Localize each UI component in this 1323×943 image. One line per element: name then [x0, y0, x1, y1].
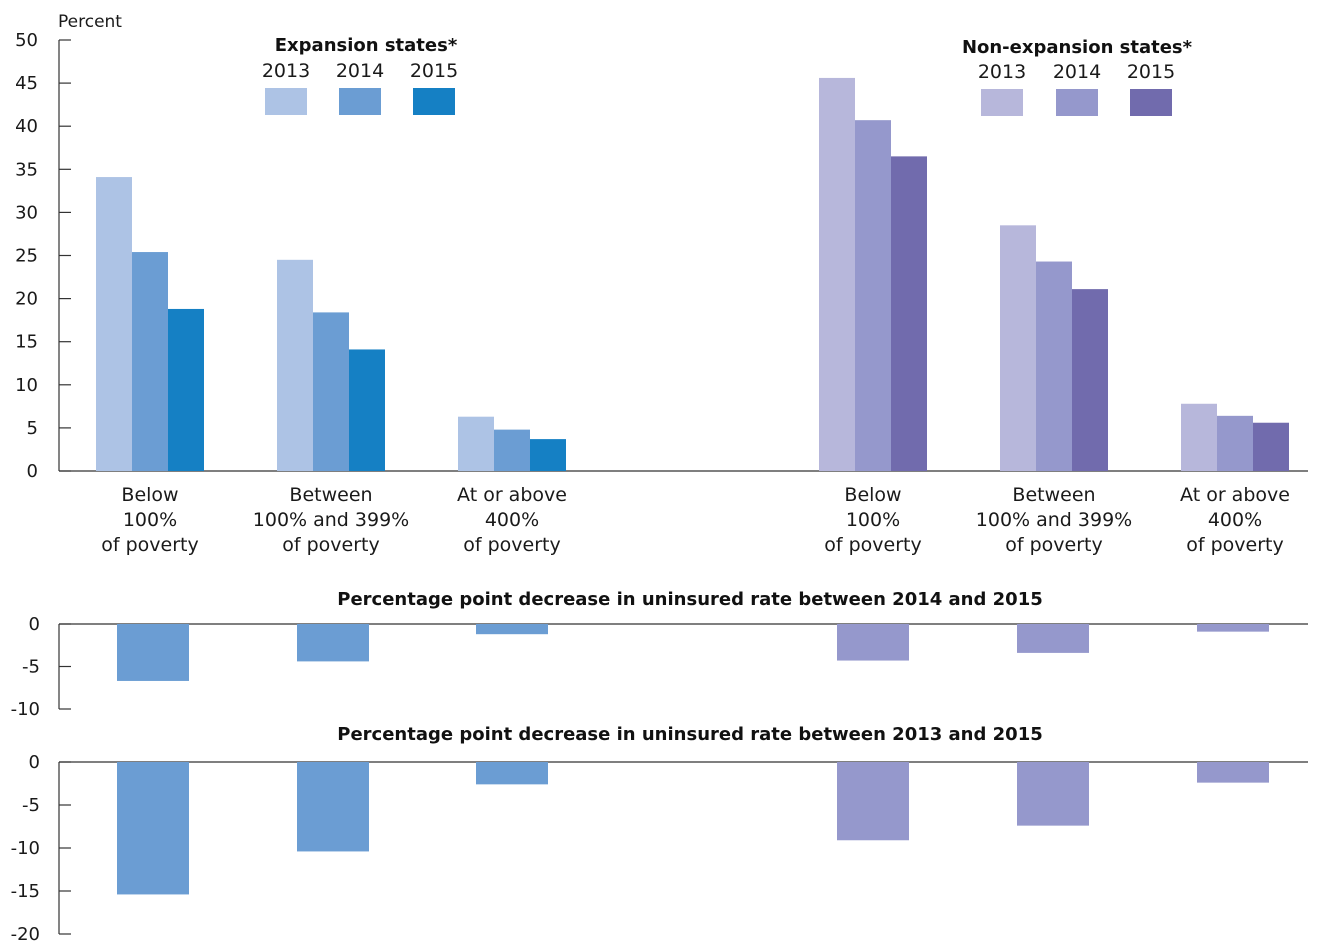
decrease-bar: [117, 624, 189, 681]
x-category-label: 100% and 399%: [976, 509, 1132, 531]
decrease-bar: [117, 762, 189, 895]
y-tick-label: 30: [15, 202, 38, 223]
panel-y-tick-label: 0: [29, 752, 40, 773]
decrease-bar: [1197, 624, 1269, 632]
decrease-bar: [1197, 762, 1269, 783]
legend-year-label: 2013: [262, 60, 310, 82]
y-tick-label: 0: [27, 461, 38, 482]
x-category-label: of poverty: [1005, 534, 1102, 556]
y-tick-label: 15: [15, 332, 38, 353]
legend-swatch: [1130, 89, 1172, 116]
bar: [132, 252, 168, 471]
x-category-label: 100% and 399%: [253, 509, 409, 531]
bar: [458, 416, 494, 471]
bar: [1181, 403, 1217, 471]
legend-swatch: [265, 88, 307, 115]
legend-swatch: [981, 89, 1023, 116]
panel-y-tick-label: -5: [22, 795, 40, 816]
legend-title: Expansion states*: [275, 35, 458, 56]
panel-y-tick-label: -20: [11, 924, 40, 943]
x-category-label: 100%: [123, 509, 177, 531]
decrease-bar: [476, 762, 548, 785]
y-tick-label: 5: [27, 418, 38, 439]
panel-y-tick-label: -15: [11, 881, 40, 902]
bar: [855, 120, 891, 471]
bar: [530, 439, 566, 471]
bar: [819, 77, 855, 471]
panel-y-tick-label: 0: [29, 614, 40, 635]
panel-y-tick-label: -5: [22, 657, 40, 678]
y-tick-label: 50: [15, 30, 38, 51]
x-category-label: 400%: [1208, 509, 1262, 531]
decrease-bar: [837, 624, 909, 661]
bar: [1072, 289, 1108, 471]
y-tick-label: 40: [15, 116, 38, 137]
bar: [313, 312, 349, 471]
x-category-label: 400%: [485, 509, 539, 531]
y-axis-label: Percent: [58, 12, 122, 32]
legend-year-label: 2014: [1053, 61, 1101, 83]
y-tick-label: 10: [15, 375, 38, 396]
decrease-bar: [297, 762, 369, 852]
bar: [1036, 261, 1072, 471]
y-tick-label: 25: [15, 246, 38, 267]
bar: [1217, 415, 1253, 471]
panel-title-2013-2015: Percentage point decrease in uninsured r…: [337, 724, 1043, 745]
x-category-label: of poverty: [282, 534, 379, 556]
legend-swatch: [339, 88, 381, 115]
bar: [96, 177, 132, 472]
decrease-bar: [1017, 624, 1089, 653]
legend-title: Non-expansion states*: [962, 37, 1193, 58]
decrease-bar: [837, 762, 909, 841]
decrease-bar: [476, 624, 548, 635]
legend-year-label: 2014: [336, 60, 384, 82]
panel-title-2014-2015: Percentage point decrease in uninsured r…: [337, 589, 1043, 610]
x-category-label: Below: [121, 484, 178, 506]
y-tick-label: 35: [15, 159, 38, 180]
legend-swatch: [1056, 89, 1098, 116]
bar: [1000, 225, 1036, 471]
bar: [891, 156, 927, 471]
legend-year-label: 2015: [410, 60, 458, 82]
x-category-label: of poverty: [1186, 534, 1283, 556]
y-tick-label: 20: [15, 289, 38, 310]
x-category-label: of poverty: [101, 534, 198, 556]
x-category-label: Below: [844, 484, 901, 506]
x-category-label: of poverty: [824, 534, 921, 556]
bar: [277, 259, 313, 471]
y-tick-label: 45: [15, 73, 38, 94]
decrease-bar: [1017, 762, 1089, 826]
x-category-label: Between: [289, 484, 372, 506]
x-category-label: 100%: [846, 509, 900, 531]
legend-year-label: 2013: [978, 61, 1026, 83]
x-category-label: At or above: [1180, 484, 1290, 506]
decrease-bar: [297, 624, 369, 662]
legend-swatch: [413, 88, 455, 115]
bar: [349, 349, 385, 471]
bar: [494, 429, 530, 471]
x-category-label: of poverty: [463, 534, 560, 556]
panel-y-tick-label: -10: [11, 699, 40, 720]
bar: [1253, 422, 1289, 471]
panel-y-tick-label: -10: [11, 838, 40, 859]
x-category-label: Between: [1012, 484, 1095, 506]
legend-year-label: 2015: [1127, 61, 1175, 83]
bar: [168, 308, 204, 471]
x-category-label: At or above: [457, 484, 567, 506]
